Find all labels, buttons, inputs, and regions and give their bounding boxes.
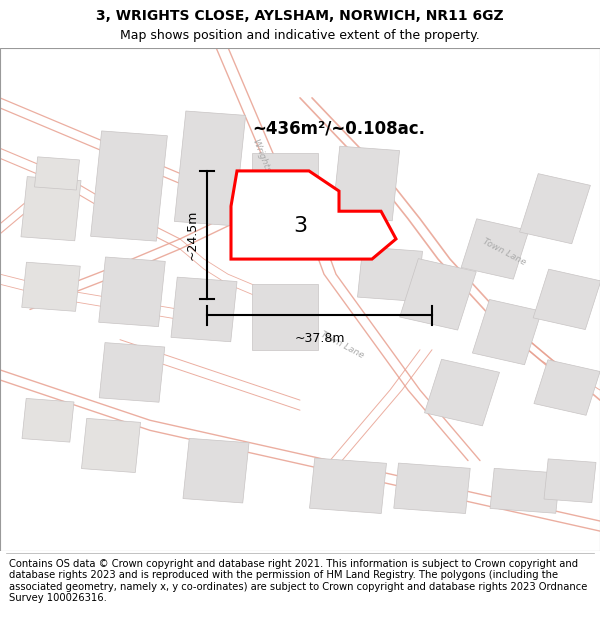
Bar (332, 146, 400, 221)
Bar (35, 157, 79, 190)
Text: Town Lane: Town Lane (319, 329, 365, 360)
Text: 3, WRIGHTS CLOSE, AYLSHAM, NORWICH, NR11 6GZ: 3, WRIGHTS CLOSE, AYLSHAM, NORWICH, NR11… (96, 9, 504, 24)
Bar (534, 360, 600, 415)
Bar (252, 284, 318, 350)
Bar (82, 418, 140, 472)
Bar (91, 131, 167, 241)
Bar (99, 342, 165, 402)
Text: Map shows position and indicative extent of the property.: Map shows position and indicative extent… (120, 29, 480, 41)
Bar (424, 359, 500, 426)
Bar (21, 177, 81, 241)
Bar (22, 262, 80, 311)
Text: ~24.5m: ~24.5m (185, 210, 199, 261)
Text: ~436m²/~0.108ac.: ~436m²/~0.108ac. (252, 119, 425, 137)
Text: Wrights Close: Wrights Close (251, 138, 283, 199)
Bar (394, 463, 470, 514)
Bar (533, 269, 600, 329)
Text: Town Lane: Town Lane (481, 236, 527, 267)
Bar (171, 277, 237, 342)
Bar (461, 219, 529, 279)
Bar (358, 247, 422, 301)
Bar (22, 399, 74, 442)
Bar (183, 438, 249, 503)
Bar (472, 299, 542, 365)
Bar (544, 459, 596, 503)
Bar (400, 259, 476, 330)
Bar (520, 174, 590, 244)
Bar (252, 153, 318, 239)
Bar (99, 257, 165, 327)
Text: ~37.8m: ~37.8m (294, 332, 345, 344)
Text: Contains OS data © Crown copyright and database right 2021. This information is : Contains OS data © Crown copyright and d… (9, 559, 587, 603)
Bar (175, 111, 245, 226)
Polygon shape (231, 171, 396, 259)
Bar (310, 458, 386, 514)
Bar (490, 468, 560, 513)
Text: 3: 3 (293, 216, 307, 236)
